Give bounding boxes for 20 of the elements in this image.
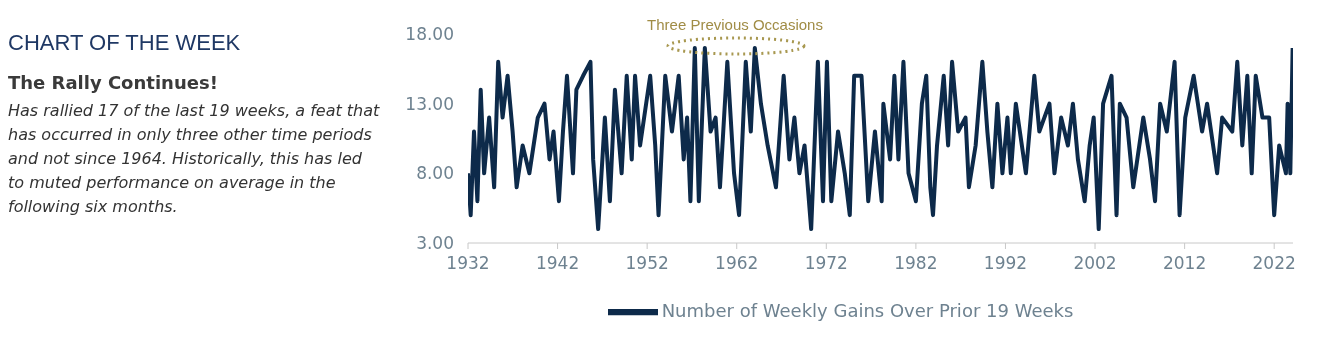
y-tick-label: 3.00	[416, 233, 454, 254]
x-tick-label: 1962	[715, 253, 759, 274]
y-tick-label: 8.00	[416, 163, 454, 184]
x-tick-label: 1952	[625, 253, 669, 274]
line-series	[468, 45, 1293, 232]
x-tick-label: 2012	[1162, 253, 1207, 274]
x-tick-label: 1932	[446, 253, 490, 274]
x-tick-label: 1972	[804, 253, 848, 274]
text: Has rallied 17 of the last 19 weeks, a feat that has occurred in only three other time periods and not since 1964. Historically, this has led to muted performance on average in the following six months.	[8, 100, 380, 218]
x-tick-label: 1942	[535, 253, 580, 274]
y-tick-label: 13.00	[405, 93, 454, 114]
x-tick-label: 2022	[1252, 253, 1296, 274]
y-tick-label: 18.00	[405, 24, 454, 45]
text: CHART OF THE WEEK	[8, 30, 242, 56]
x-tick-label: 2002	[1073, 253, 1117, 274]
legend-label: Number of Weekly Gains Over Prior 19 Weeks	[661, 299, 1074, 321]
x-tick-label: 1982	[894, 253, 938, 274]
text: The Rally Continues!	[8, 72, 219, 93]
x-tick-label: 1992	[983, 253, 1028, 274]
text: Three Previous Occasions	[646, 16, 824, 33]
